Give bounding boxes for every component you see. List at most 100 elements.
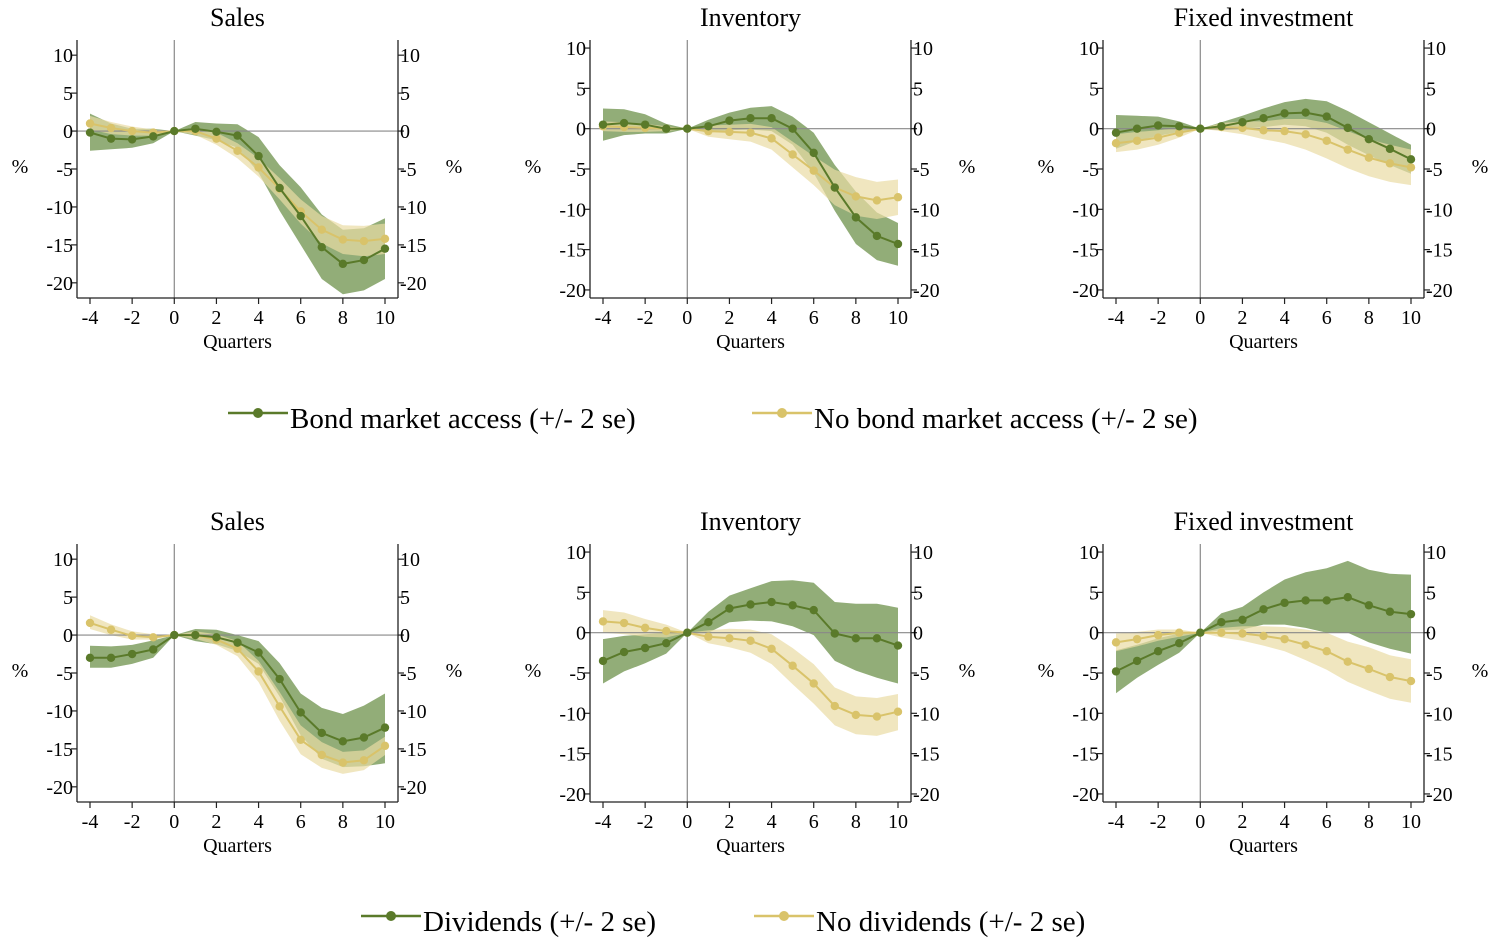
y-tick-label-right: -15	[913, 744, 940, 766]
data-point-dividends-2-se-	[788, 601, 797, 610]
data-point-dividends-2-se-	[85, 653, 95, 663]
y-tick-label-left: 5	[576, 78, 586, 100]
data-point-dividends-2-se-	[1153, 647, 1163, 656]
y-tick-label-right: 10	[913, 38, 933, 60]
data-point-dividends-2-se-	[598, 656, 608, 666]
x-axis-label: Quarters	[716, 331, 785, 353]
data-point-bond-market-access-2-se-	[746, 114, 755, 123]
y-tick-label-right: -5	[1426, 663, 1443, 685]
data-point-no-dividends-2-se-	[296, 735, 305, 744]
data-point-no-bond-market-access-2-se-	[1175, 128, 1184, 137]
x-tick-label: 4	[254, 307, 264, 329]
x-tick-label: -2	[637, 811, 654, 833]
data-point-bond-market-access-2-se-	[893, 239, 903, 249]
data-point-no-bond-market-access-2-se-	[85, 119, 95, 128]
data-point-dividends-2-se-	[662, 638, 671, 648]
y-tick-label-right: -20	[400, 273, 427, 295]
x-tick-label: 8	[851, 307, 861, 329]
data-point-bond-market-access-2-se-	[872, 231, 882, 241]
data-point-bond-market-access-2-se-	[170, 126, 179, 136]
data-point-dividends-2-se-	[317, 728, 326, 738]
data-point-no-dividends-2-se-	[359, 756, 369, 765]
data-point-no-dividends-2-se-	[1111, 638, 1121, 647]
y-tick-label-right: -5	[913, 663, 930, 685]
x-tick-label: 6	[1322, 307, 1332, 329]
data-point-dividends-2-se-	[1238, 615, 1247, 624]
y-axis-label-left: %	[525, 156, 542, 178]
y-tick-label-right: -10	[1426, 199, 1453, 221]
data-point-no-dividends-2-se-	[1259, 631, 1268, 641]
legend-marker-bond	[253, 408, 263, 418]
data-point-dividends-2-se-	[296, 708, 305, 717]
panel-title: Inventory	[700, 3, 801, 32]
y-tick-label-left: 5	[63, 83, 73, 105]
y-tick-label-left: -10	[46, 701, 73, 723]
x-tick-label: 8	[1364, 307, 1374, 329]
x-tick-label: 2	[1237, 307, 1247, 329]
y-tick-label-left: -20	[46, 273, 73, 295]
confidence-band-no-dividends-2-se-	[1116, 626, 1411, 703]
data-point-no-bond-market-access-2-se-	[893, 193, 903, 202]
legend-label-no-bond: No bond market access (+/- 2 se)	[814, 403, 1198, 435]
y-tick-label-left: 10	[566, 542, 586, 564]
data-point-dividends-2-se-	[851, 634, 861, 643]
y-tick-label-left: 0	[576, 119, 586, 141]
data-point-no-bond-market-access-2-se-	[1259, 126, 1268, 135]
data-point-bond-market-access-2-se-	[704, 122, 713, 131]
data-point-no-dividends-2-se-	[893, 707, 903, 716]
y-axis-label-right: %	[959, 156, 976, 178]
y-tick-label-left: -20	[1072, 280, 1099, 302]
x-tick-label: -4	[1108, 811, 1125, 833]
data-point-no-dividends-2-se-	[275, 702, 284, 711]
data-point-no-dividends-2-se-	[254, 667, 263, 676]
x-tick-label: 2	[724, 811, 734, 833]
y-tick-label-right: -5	[913, 159, 930, 181]
y-tick-label-left: 5	[1089, 78, 1099, 100]
y-tick-label-right: -10	[913, 199, 940, 221]
y-tick-label-right: -15	[1426, 240, 1453, 262]
y-tick-label-right: 10	[913, 542, 933, 564]
x-tick-label: -2	[124, 307, 141, 329]
x-axis-label: Quarters	[716, 835, 785, 857]
y-tick-label-right: -5	[400, 159, 417, 181]
y-tick-label-right: 10	[400, 549, 420, 571]
y-tick-label-right: -10	[400, 197, 427, 219]
x-tick-label: -4	[1108, 307, 1125, 329]
y-axis-label-left: %	[12, 660, 29, 682]
y-tick-label-left: -5	[569, 663, 586, 685]
y-tick-label-left: 5	[576, 582, 586, 604]
x-tick-label: 6	[1322, 811, 1332, 833]
data-point-bond-market-access-2-se-	[1406, 155, 1416, 164]
y-tick-label-right: -15	[913, 240, 940, 262]
y-tick-label-left: -15	[559, 744, 586, 766]
data-point-no-bond-market-access-2-se-	[746, 128, 755, 137]
data-point-bond-market-access-2-se-	[640, 120, 650, 129]
y-tick-label-right: 10	[1426, 38, 1446, 60]
data-point-bond-market-access-2-se-	[1385, 144, 1395, 154]
data-point-bond-market-access-2-se-	[254, 151, 263, 161]
y-tick-label-right: 5	[913, 582, 923, 604]
data-point-dividends-2-se-	[233, 638, 242, 647]
x-tick-label: -4	[82, 307, 99, 329]
y-tick-label-left: -10	[1072, 703, 1099, 725]
y-tick-label-right: 0	[400, 121, 410, 143]
data-point-dividends-2-se-	[872, 634, 882, 643]
y-tick-label-left: -10	[46, 197, 73, 219]
y-tick-label-left: 10	[566, 38, 586, 60]
y-axis-label-left: %	[1038, 156, 1055, 178]
data-point-dividends-2-se-	[359, 733, 369, 742]
x-tick-label: 8	[338, 307, 348, 329]
data-point-dividends-2-se-	[127, 649, 137, 659]
y-axis-label-right: %	[959, 660, 976, 682]
data-point-dividends-2-se-	[275, 674, 284, 684]
data-point-no-bond-market-access-2-se-	[106, 123, 116, 133]
data-point-no-dividends-2-se-	[233, 644, 242, 653]
data-point-no-bond-market-access-2-se-	[127, 126, 137, 136]
panel-title: Fixed investment	[1174, 507, 1355, 536]
data-point-dividends-2-se-	[725, 604, 734, 613]
x-tick-label: 8	[1364, 811, 1374, 833]
data-point-dividends-2-se-	[149, 645, 158, 654]
